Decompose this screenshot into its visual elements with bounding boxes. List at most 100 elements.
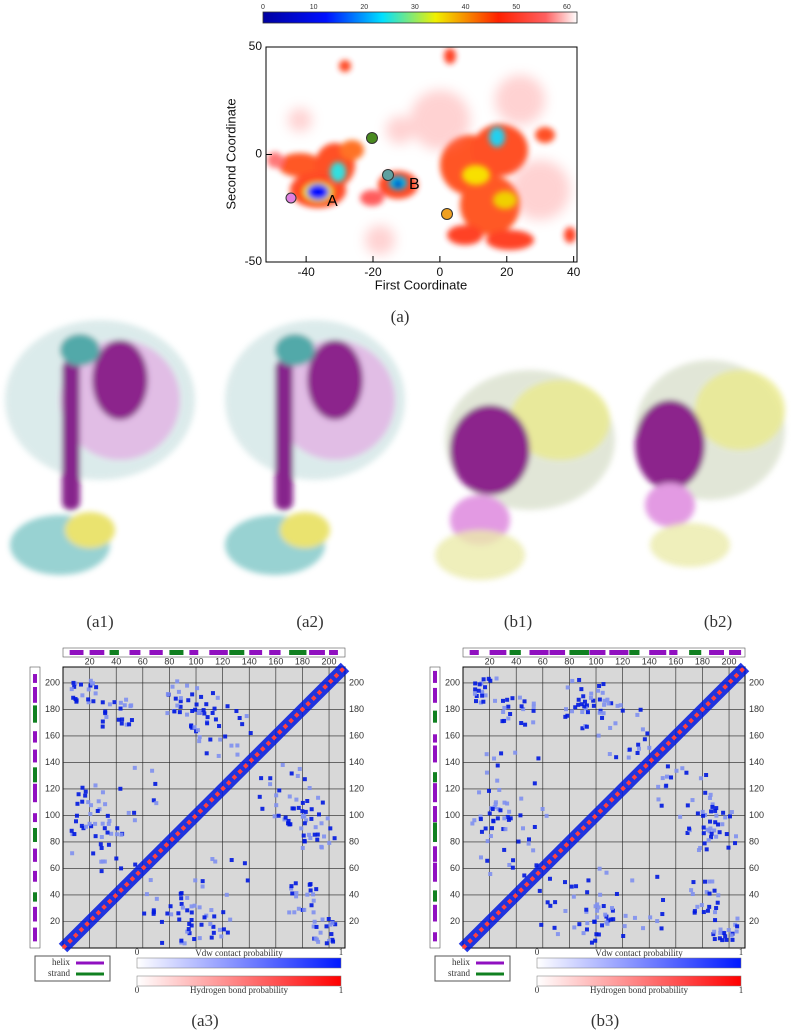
contact-cell bbox=[531, 701, 536, 706]
contact-cell bbox=[99, 834, 104, 839]
contact-cell bbox=[93, 834, 98, 839]
ss-segment bbox=[433, 846, 437, 862]
contact-cell bbox=[259, 776, 264, 781]
ss-segment bbox=[433, 734, 437, 743]
contact-cell bbox=[734, 929, 739, 934]
contact-cell bbox=[690, 798, 695, 803]
contact-cell bbox=[569, 884, 574, 889]
contact-cell bbox=[701, 831, 706, 836]
ss-strip bbox=[62, 647, 346, 658]
contact-cell bbox=[701, 825, 706, 830]
contact-cell bbox=[478, 700, 483, 705]
contact-cell bbox=[308, 888, 313, 893]
contact-cell bbox=[197, 735, 202, 740]
contact-cell bbox=[610, 906, 615, 911]
colorbar-tick-label: 0 bbox=[135, 985, 140, 995]
x-tick-label: 40 bbox=[111, 656, 121, 666]
ss-segment bbox=[433, 806, 437, 823]
contact-cell bbox=[195, 686, 200, 691]
colorbar-tick-label: 0 bbox=[261, 4, 265, 11]
contact-cell bbox=[635, 750, 640, 755]
contact-cell bbox=[185, 683, 190, 688]
contact-cell bbox=[598, 892, 603, 897]
contact-cell bbox=[521, 707, 526, 712]
contact-cell bbox=[293, 881, 298, 886]
y-tick-label: 20 bbox=[349, 916, 359, 926]
contact-cell bbox=[608, 725, 613, 730]
contact-cell bbox=[600, 690, 605, 695]
ss-segment bbox=[609, 650, 629, 655]
contact-cell bbox=[484, 752, 489, 757]
contact-cell bbox=[109, 831, 114, 836]
contact-cell bbox=[316, 812, 321, 817]
contact-cell bbox=[229, 743, 234, 748]
contact-cell bbox=[178, 696, 183, 701]
contact-cell bbox=[641, 926, 646, 931]
contact-cell bbox=[716, 822, 721, 827]
contact-cell bbox=[100, 859, 105, 864]
contact-cell bbox=[701, 813, 706, 818]
contact-cell bbox=[211, 924, 216, 929]
contact-cell bbox=[498, 808, 503, 813]
contact-cell bbox=[698, 845, 703, 850]
contact-cell bbox=[595, 908, 600, 913]
contact-cell bbox=[502, 816, 507, 821]
contact-cell bbox=[296, 906, 301, 911]
contact-cell bbox=[314, 887, 319, 892]
contact-cell bbox=[302, 821, 307, 826]
contact-cell bbox=[626, 755, 631, 760]
x-tick-label: 20 bbox=[485, 656, 495, 666]
contact-cell bbox=[479, 689, 484, 694]
contact-cell bbox=[235, 752, 240, 757]
contact-cell bbox=[116, 717, 121, 722]
ss-segment bbox=[33, 813, 37, 823]
ss-segment bbox=[669, 650, 678, 655]
contact-cell bbox=[126, 810, 131, 815]
contact-cell bbox=[213, 717, 218, 722]
ss-segment bbox=[689, 650, 702, 655]
contact-cell bbox=[701, 910, 706, 915]
contact-cell bbox=[106, 821, 111, 826]
contact-cell bbox=[318, 930, 323, 935]
contact-cell bbox=[100, 790, 105, 795]
contact-cell bbox=[506, 716, 511, 721]
contact-cell bbox=[160, 940, 165, 945]
contact-cell bbox=[88, 678, 93, 683]
contact-cell bbox=[511, 858, 516, 863]
contact-cell bbox=[678, 814, 683, 819]
contact-cell bbox=[189, 723, 194, 728]
marker bbox=[441, 208, 453, 220]
contact-cell bbox=[547, 876, 552, 881]
x-tick-label: 20 bbox=[500, 265, 514, 279]
contact-cell bbox=[179, 901, 184, 906]
contact-cell bbox=[505, 697, 510, 702]
contact-cell bbox=[190, 692, 195, 697]
contact-cell bbox=[707, 904, 712, 909]
contact-cell bbox=[182, 941, 187, 946]
contact-cell bbox=[242, 861, 247, 866]
y-tick-label: 60 bbox=[749, 863, 759, 873]
contact-cell bbox=[114, 856, 119, 861]
y-tick-label: 200 bbox=[45, 677, 60, 687]
contact-cell bbox=[196, 711, 201, 716]
colorbar-tick-label: 50 bbox=[512, 4, 520, 11]
contact-cell bbox=[86, 687, 91, 692]
contact-cell bbox=[564, 707, 569, 712]
contact-cell bbox=[516, 839, 521, 844]
contact-cell bbox=[621, 934, 626, 939]
contact-cell bbox=[95, 808, 100, 813]
x-tick-label: 60 bbox=[138, 656, 148, 666]
contact-cell bbox=[647, 745, 652, 750]
contact-cell bbox=[210, 710, 215, 715]
contact-cell bbox=[302, 907, 307, 912]
contact-cell bbox=[74, 698, 79, 703]
caption: (b3) bbox=[591, 1011, 619, 1030]
contact-cell bbox=[518, 813, 523, 818]
contact-cell bbox=[295, 773, 300, 778]
contact-cell bbox=[473, 687, 478, 692]
contact-cell bbox=[613, 721, 618, 726]
contact-cell bbox=[584, 927, 589, 932]
y-tick-label: 100 bbox=[445, 810, 460, 820]
contact-cell bbox=[729, 933, 734, 938]
contact-cell bbox=[574, 884, 579, 889]
